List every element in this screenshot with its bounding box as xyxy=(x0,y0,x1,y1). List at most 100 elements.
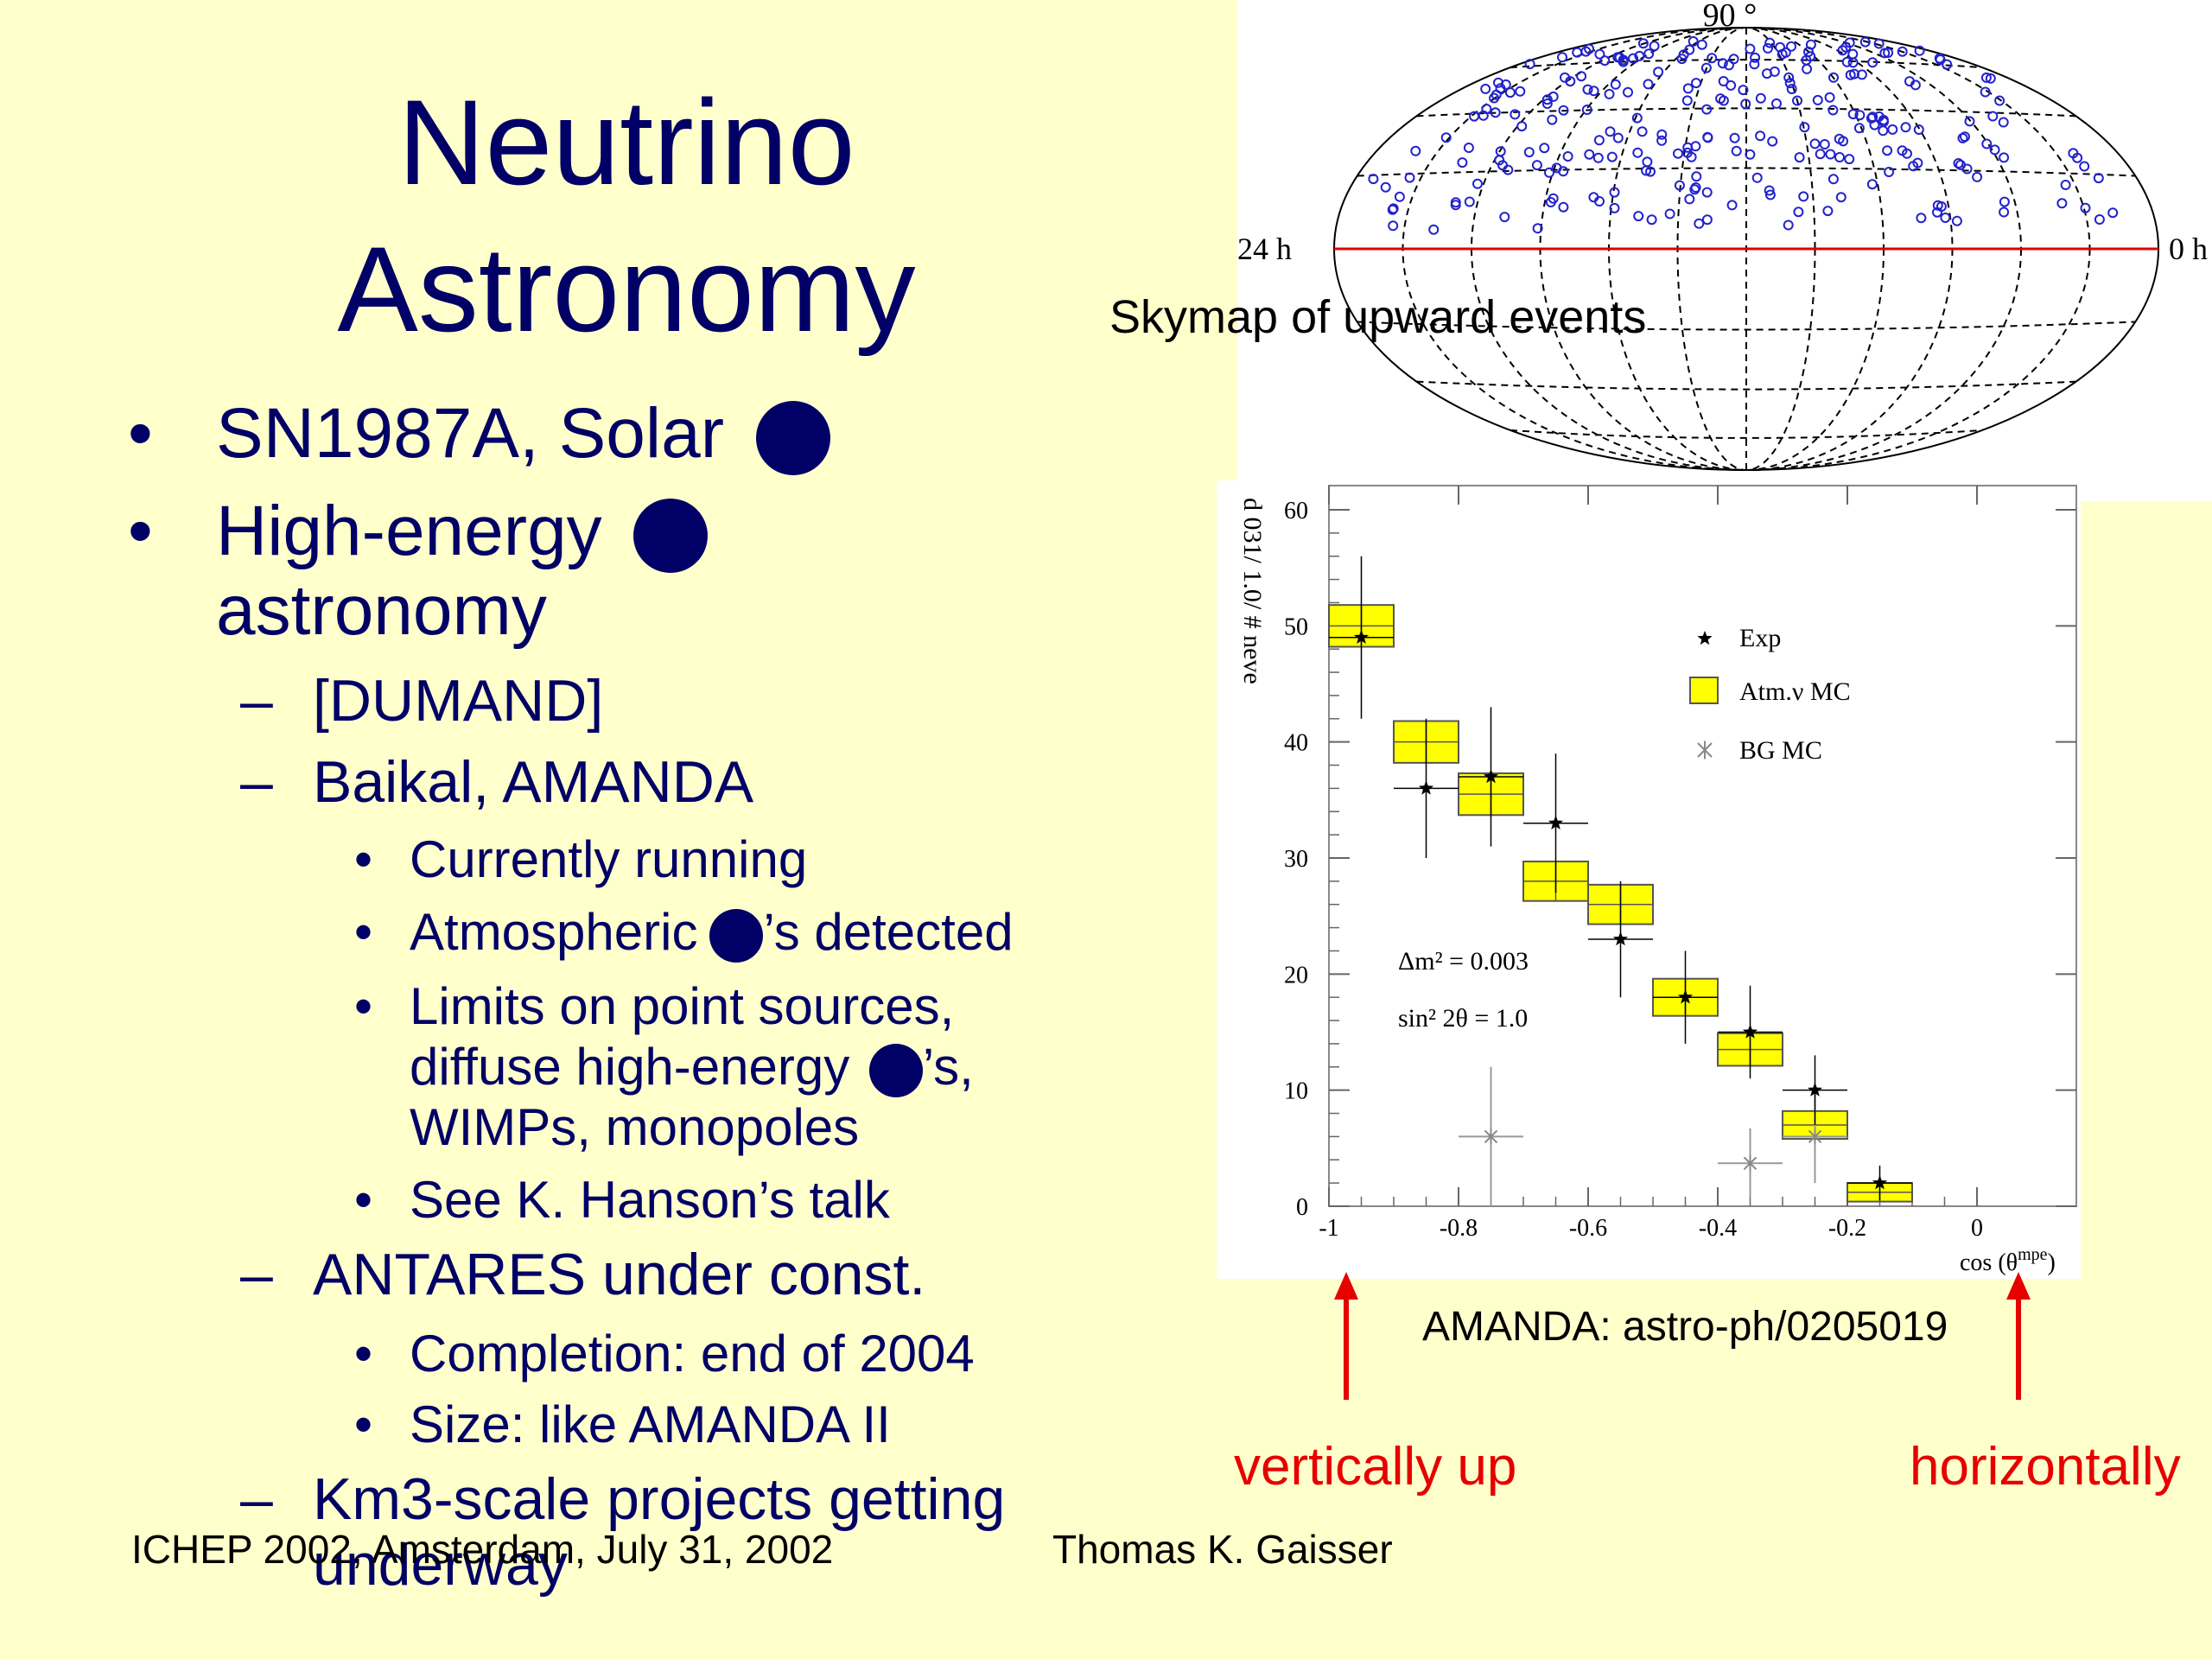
skymap-event xyxy=(1750,52,1761,63)
left-arrow-head xyxy=(1334,1272,1358,1300)
skymap-event xyxy=(1935,54,1946,65)
skymap-event xyxy=(1610,79,1621,90)
skymap-event xyxy=(1794,152,1805,163)
skymap-event xyxy=(1688,35,1699,47)
skymap-event xyxy=(1440,132,1452,143)
dash-marker: – xyxy=(240,749,273,815)
chart-frame xyxy=(1328,485,2077,1207)
skymap-event xyxy=(1777,48,1788,60)
skymap-event xyxy=(1837,45,1848,56)
skymap-event xyxy=(1656,135,1668,146)
sub-bullet-marker: • xyxy=(354,1325,373,1382)
skymap-event xyxy=(1410,145,1421,156)
skymap-event xyxy=(1972,171,1983,182)
skymap-event xyxy=(1715,93,1726,105)
skymap-event xyxy=(1515,86,1526,97)
skymap-event xyxy=(1771,98,1782,109)
skymap-event xyxy=(1916,213,1927,224)
exp-point xyxy=(1742,1024,1758,1039)
skymap-event xyxy=(1682,83,1694,94)
skymap-event xyxy=(1793,207,1804,218)
skymap-event xyxy=(1755,130,1766,142)
exp-point xyxy=(1872,1175,1888,1190)
skymap-event xyxy=(1998,117,2009,128)
skymap-event xyxy=(1604,88,1615,99)
neutrino-symbol-icon xyxy=(755,401,830,476)
exp-point xyxy=(1612,931,1629,946)
bullet-suffix: ’s detected xyxy=(763,903,1014,961)
skymap-event xyxy=(1558,105,1569,116)
skymap-event xyxy=(1961,163,1973,175)
skymap-event xyxy=(1457,157,1468,168)
neutrino-symbol-icon xyxy=(633,499,709,574)
bullet-antares: ANTARES under const. xyxy=(313,1242,926,1307)
chart-legend: Exp Atm.ν MC BG MC xyxy=(1689,624,1851,765)
skymap-event xyxy=(1854,110,1866,121)
skymap-event xyxy=(1606,151,1618,162)
skymap-event xyxy=(1942,59,1953,70)
bullet-text: diffuse high-energy xyxy=(410,1038,850,1096)
skymap-event xyxy=(1545,197,1556,207)
skymap-event xyxy=(2107,207,2119,219)
skymap-event xyxy=(1844,154,1855,165)
skymap-parallel xyxy=(1416,380,2076,391)
bullet-continuation: astronomy xyxy=(216,571,547,650)
skymap-event xyxy=(1827,174,1839,185)
skymap-event xyxy=(1718,76,1729,86)
skymap-event xyxy=(1582,84,1593,95)
skymap-event xyxy=(1792,95,1802,106)
bullet-currently-running: Currently running xyxy=(410,830,808,888)
dash-marker: – xyxy=(240,1466,273,1532)
y-tick-label: 0 xyxy=(1296,1194,1308,1221)
neutrino-symbol-icon xyxy=(709,909,764,963)
skymap-event xyxy=(1731,145,1742,156)
plot-area xyxy=(1328,485,2077,1207)
skymap-event xyxy=(1985,73,1996,84)
skymap-event xyxy=(1544,167,1554,178)
skymap-event xyxy=(1609,202,1620,213)
amanda-zenith-chart: -1 -0.8 -0.6 -0.4 -0.2 0 0 10 20 30 40 50 60 Exp Atm.… xyxy=(1217,480,2081,1279)
y-tick-label: 20 xyxy=(1284,962,1308,988)
skymap-event xyxy=(1980,86,1991,98)
legend-atm-mc-label: Atm.ν MC xyxy=(1739,677,1851,706)
skymap-event xyxy=(1953,158,1964,168)
skymap-event xyxy=(1643,79,1654,90)
skymap-event xyxy=(1673,148,1683,159)
skymap-event xyxy=(1900,122,1911,133)
skymap-event xyxy=(1838,136,1849,147)
skymap-event xyxy=(1674,180,1685,191)
skymap-event xyxy=(1783,219,1794,231)
skymap-event xyxy=(1824,92,1835,103)
chart-background xyxy=(1217,480,2081,1279)
skymap-event xyxy=(1783,72,1795,83)
skymap-event xyxy=(1599,55,1611,67)
skymap-event xyxy=(1480,83,1491,94)
exp-point xyxy=(1807,1082,1823,1096)
bullet-sn1987a: SN1987A, Solar xyxy=(216,393,830,476)
skymap-event xyxy=(1701,104,1713,115)
skymap-event xyxy=(1729,132,1740,143)
skymap-event xyxy=(1388,203,1399,214)
skymap-event xyxy=(1960,131,1970,143)
exp-point xyxy=(1353,629,1370,644)
sub-bullet-marker: • xyxy=(354,1171,373,1229)
bullet-baikal-amanda: Baikal, AMANDA xyxy=(313,749,754,815)
legend-exp-marker xyxy=(1697,631,1713,645)
skymap-event xyxy=(1834,152,1845,162)
skymap-events xyxy=(1368,35,2119,235)
skymap-event xyxy=(1664,208,1675,219)
skymap-event xyxy=(1827,105,1839,116)
skymap-event xyxy=(1767,136,1778,147)
skymap-event xyxy=(2060,180,2071,190)
skymap-event xyxy=(1987,111,1999,122)
skymap-event xyxy=(1612,132,1624,143)
chart-x-axis-label: cos (θmpe) xyxy=(1960,1245,2056,1276)
skymap-event xyxy=(1745,149,1756,160)
skymap-event xyxy=(1404,172,1415,183)
bullet-text: High-energy xyxy=(216,492,602,570)
skymap-event xyxy=(1819,139,1830,149)
skymap-event xyxy=(1681,95,1693,106)
skymap-event xyxy=(1605,126,1616,137)
skymap-event xyxy=(1749,59,1760,70)
skymap-event xyxy=(1897,46,1908,57)
